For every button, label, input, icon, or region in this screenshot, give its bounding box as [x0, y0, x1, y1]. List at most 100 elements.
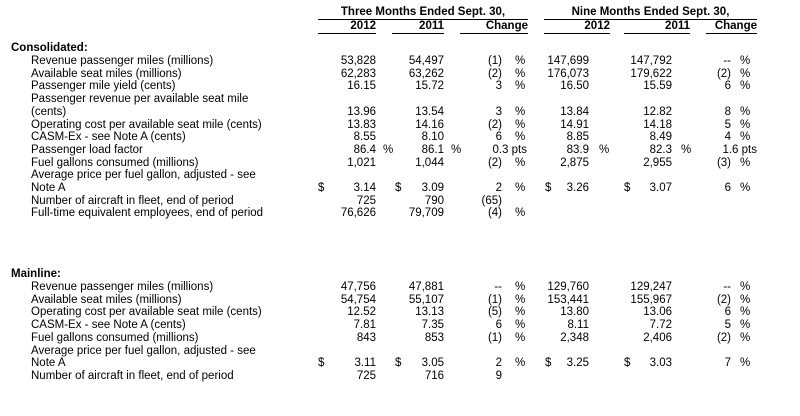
row-label: Full-time equivalent employees, end of p…: [31, 207, 264, 220]
cell-n11: 82.3: [649, 143, 672, 156]
cell-q12: 47,756: [340, 281, 376, 293]
header-three-months: Three Months Ended Sept. 30,: [318, 5, 528, 20]
cell-q-change: (1): [487, 293, 502, 306]
row-label: Note A: [31, 357, 66, 370]
cell-q-change: 9: [495, 369, 502, 382]
cell-q11: 716: [424, 369, 444, 382]
cell-n12: 8.11: [567, 319, 589, 332]
currency-symbol: $: [624, 357, 631, 370]
cell-n-change: 1.6 pts: [722, 143, 757, 156]
cell-n-change: 4: [724, 131, 731, 144]
cell-n11: 8.49: [649, 131, 672, 144]
currency-symbol: $: [318, 357, 325, 370]
cell-q-change-unit: %: [515, 182, 526, 194]
cell-n11: 155,967: [630, 293, 672, 306]
currency-symbol: $: [545, 357, 552, 370]
currency-symbol: $: [624, 182, 631, 194]
cell-q-change-unit: %: [515, 67, 526, 80]
cell-q12: 13.96: [347, 105, 376, 118]
row-label: Average price per fuel gallon, adjusted …: [31, 344, 256, 357]
cell-n-change: 6: [724, 306, 731, 319]
cell-n-change: (2): [716, 331, 731, 344]
cell-q-change: (1): [487, 55, 502, 67]
cell-q11: 15.72: [415, 80, 444, 93]
row-label: Passenger load factor: [31, 143, 143, 156]
cell-q-change: 3: [495, 105, 502, 118]
cell-n-change: (2): [716, 293, 731, 306]
cell-n-change: (3): [716, 156, 731, 169]
cell-q-change-unit: %: [515, 331, 526, 344]
cell-q-change: (4): [487, 207, 502, 220]
cell-n-change-unit: %: [740, 306, 751, 319]
cell-q-change-unit: %: [515, 156, 526, 169]
cell-n12: 153,441: [547, 293, 589, 306]
cell-n12: 14.91: [560, 118, 589, 131]
cell-q11: 14.16: [415, 118, 444, 131]
cell-q12: 3.14: [353, 182, 376, 194]
cell-n-change: 6: [724, 182, 731, 194]
cell-n12: 3.25: [566, 357, 589, 370]
cell-n11: 129,247: [630, 281, 672, 293]
cell-n12: 2,875: [560, 156, 589, 169]
cell-q11: 8.10: [421, 131, 444, 144]
cell-n11: 14.18: [643, 118, 672, 131]
row-label: Available seat miles (millions): [31, 293, 182, 306]
cell-q11: 1,044: [415, 156, 444, 169]
cell-q11: 7.35: [421, 319, 444, 332]
cell-n-change: --: [723, 55, 731, 67]
cell-q-change: 6: [495, 131, 502, 144]
cell-q11: 79,709: [408, 207, 444, 220]
cell-n11: 3.03: [649, 357, 672, 370]
cell-n11: 12.82: [643, 105, 672, 118]
cell-n-change: 5: [724, 118, 731, 131]
cell-q-change-unit: %: [515, 357, 526, 370]
cell-n-change: 7: [724, 357, 731, 370]
percent-symbol: %: [383, 143, 394, 156]
cell-q12: 725: [356, 194, 376, 207]
row-label: Fuel gallons consumed (millions): [31, 156, 199, 169]
cell-q-change-unit: %: [515, 131, 526, 144]
cell-n12: 8.85: [566, 131, 589, 144]
cell-q11: 13.13: [415, 306, 444, 319]
col-n-2012: 2012: [544, 19, 610, 34]
cell-q12: 843: [356, 331, 376, 344]
currency-symbol: $: [545, 182, 552, 194]
cell-q-change: --: [494, 281, 502, 293]
cell-q-change: (5): [487, 306, 502, 319]
cell-n-change: 5: [724, 319, 731, 332]
cell-q11: 3.09: [421, 182, 444, 194]
cell-n-change: 6: [724, 80, 731, 93]
cell-q-change: (2): [487, 118, 502, 131]
cell-q-change: (65): [481, 194, 502, 207]
cell-n11: 179,622: [630, 67, 672, 80]
col-q-2012: 2012: [318, 19, 376, 34]
cell-q11: 790: [424, 194, 444, 207]
cell-n-change-unit: %: [740, 281, 751, 293]
cell-n-change-unit: %: [740, 67, 751, 80]
cell-n-change-unit: %: [740, 80, 751, 93]
cell-q12: 3.11: [354, 357, 376, 370]
cell-n11: 7.72: [649, 319, 672, 332]
cell-q-change-unit: %: [515, 306, 526, 319]
cell-q-change-unit: %: [515, 80, 526, 93]
section-title: Mainline:: [11, 268, 61, 280]
cell-q12: 1,021: [347, 156, 376, 169]
cell-q-change-unit: %: [515, 118, 526, 131]
cell-q-change-unit: %: [515, 55, 526, 67]
cell-n12: 16.50: [560, 80, 589, 93]
cell-n-change-unit: %: [740, 357, 751, 370]
cell-n12: 83.9: [566, 143, 589, 156]
cell-q-change: 2: [495, 357, 502, 370]
cell-q12: 725: [356, 369, 376, 382]
row-label: Passenger revenue per available seat mil…: [31, 93, 249, 106]
cell-q12: 53,828: [340, 55, 376, 67]
header-nine-months: Nine Months Ended Sept. 30,: [544, 5, 757, 20]
row-label: Number of aircraft in fleet, end of peri…: [31, 369, 234, 382]
cell-q-change: (2): [487, 156, 502, 169]
cell-q11: 55,107: [408, 293, 444, 306]
cell-n-change: --: [723, 281, 731, 293]
cell-q12: 86.4: [353, 143, 376, 156]
currency-symbol: $: [318, 182, 325, 194]
row-label: Operating cost per available seat mile (…: [31, 118, 262, 131]
cell-q-change-unit: %: [515, 207, 526, 220]
